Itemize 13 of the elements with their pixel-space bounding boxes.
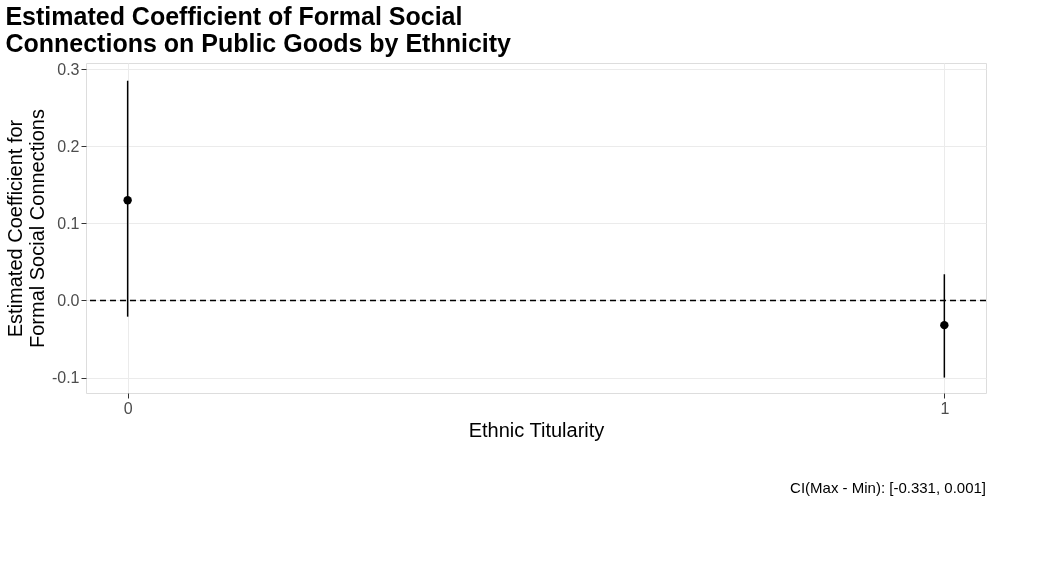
text: Connections on Public Goods by Ethnicity bbox=[5, 29, 512, 58]
y-tick-label: 0.0 bbox=[57, 291, 80, 309]
text: CI(Max - Min): [-0.331, 0.001] bbox=[790, 479, 986, 496]
y-tick-label: -0.1 bbox=[51, 369, 80, 387]
y-tick-label: 0.2 bbox=[57, 137, 80, 155]
x-tick-label: 0 bbox=[123, 399, 133, 417]
x-tick-label: 1 bbox=[940, 399, 950, 417]
x-axis-title: Ethnic Titularity bbox=[468, 418, 605, 441]
text: Formal Social Connections bbox=[25, 109, 48, 348]
y-tick-label: 0.3 bbox=[57, 60, 80, 78]
text: Estimated Coefficient of Formal Social bbox=[5, 2, 463, 31]
text: Estimated Coefficient for bbox=[3, 119, 26, 338]
y-tick-label: 0.1 bbox=[57, 214, 80, 232]
